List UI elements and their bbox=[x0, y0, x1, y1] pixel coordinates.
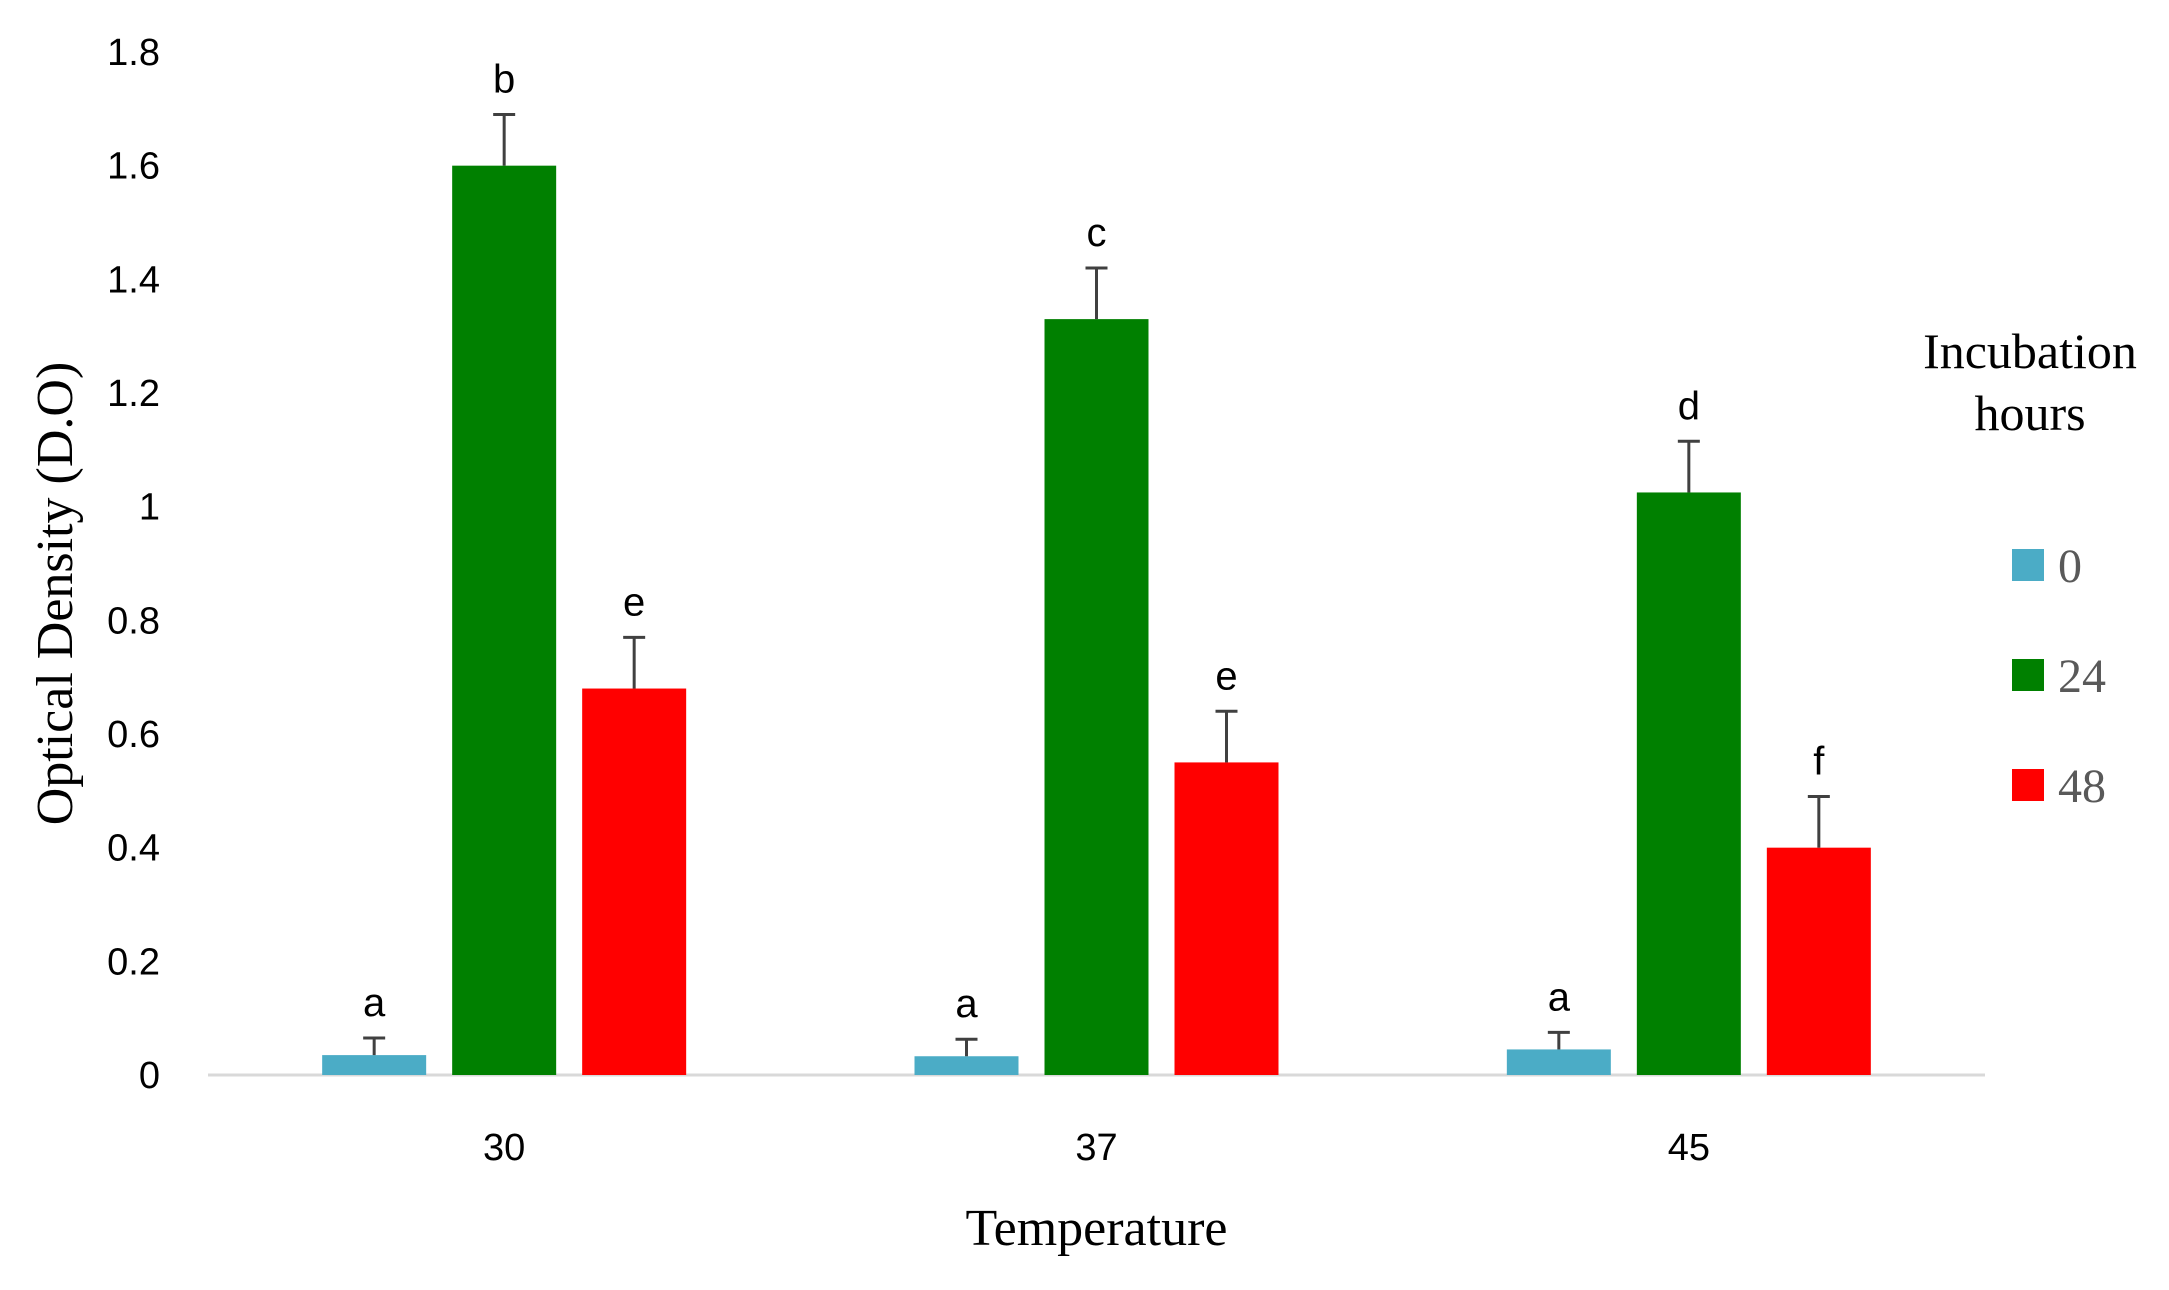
legend-label: 48 bbox=[2058, 760, 2106, 813]
x-axis-ticks: 30 37 45 bbox=[483, 1127, 1710, 1169]
x-axis-title: Temperature bbox=[966, 1200, 1228, 1257]
significance-letter: c bbox=[1087, 211, 1107, 255]
bar-groups: a b e a c e a d f bbox=[322, 58, 1871, 1075]
legend: Incubation hours 0 24 48 bbox=[1923, 323, 2137, 813]
legend-item-48: 48 bbox=[2012, 760, 2106, 813]
legend-swatch bbox=[2012, 549, 2044, 581]
legend-title-line: Incubation bbox=[1923, 323, 2137, 379]
legend-swatch bbox=[2012, 659, 2044, 691]
legend-label: 24 bbox=[2058, 650, 2106, 703]
bar-48h-45 bbox=[1766, 847, 1871, 1075]
bar-group-45: a d f bbox=[1506, 384, 1871, 1075]
bar-group-30: a b e bbox=[322, 58, 687, 1075]
y-tick-label: 1.6 bbox=[107, 146, 160, 188]
y-tick-label: 0 bbox=[139, 1055, 160, 1097]
significance-letter: d bbox=[1678, 384, 1700, 428]
bar-48h-37 bbox=[1174, 762, 1279, 1075]
bar-0h-30 bbox=[322, 1055, 427, 1075]
y-tick-label: 1 bbox=[139, 487, 160, 529]
x-tick-label: 37 bbox=[1075, 1127, 1117, 1169]
y-tick-label: 1.4 bbox=[107, 259, 160, 301]
y-tick-label: 0.2 bbox=[107, 941, 160, 983]
bar-0h-37 bbox=[914, 1056, 1019, 1075]
legend-item-24: 24 bbox=[2012, 650, 2106, 703]
legend-label: 0 bbox=[2058, 540, 2082, 593]
y-tick-label: 0.8 bbox=[107, 600, 160, 642]
bar-0h-45 bbox=[1506, 1049, 1611, 1075]
y-tick-label: 1.8 bbox=[107, 32, 160, 74]
y-tick-label: 1.2 bbox=[107, 373, 160, 415]
bar-48h-30 bbox=[582, 688, 687, 1075]
significance-letter: e bbox=[623, 580, 645, 624]
significance-letter: b bbox=[493, 58, 515, 102]
significance-letter: a bbox=[1548, 975, 1571, 1019]
bar-24h-45 bbox=[1636, 492, 1741, 1075]
significance-letter: f bbox=[1813, 740, 1825, 784]
x-tick-label: 30 bbox=[483, 1127, 525, 1169]
legend-item-0: 0 bbox=[2012, 540, 2082, 593]
legend-title-line: hours bbox=[1974, 385, 2085, 441]
bar-24h-37 bbox=[1044, 319, 1149, 1075]
y-axis-title: Optical Density (D.O) bbox=[27, 362, 84, 826]
y-tick-label: 0.4 bbox=[107, 828, 160, 870]
significance-letter: a bbox=[363, 981, 386, 1025]
bar-24h-30 bbox=[452, 165, 557, 1075]
bar-group-37: a c e bbox=[914, 211, 1279, 1075]
x-tick-label: 45 bbox=[1668, 1127, 1710, 1169]
legend-swatch bbox=[2012, 769, 2044, 801]
significance-letter: e bbox=[1215, 654, 1237, 698]
y-tick-label: 0.6 bbox=[107, 714, 160, 756]
y-axis-ticks: 0 0.2 0.4 0.6 0.8 1 1.2 1.4 1.6 1.8 bbox=[107, 32, 160, 1097]
significance-letter: a bbox=[955, 982, 978, 1026]
